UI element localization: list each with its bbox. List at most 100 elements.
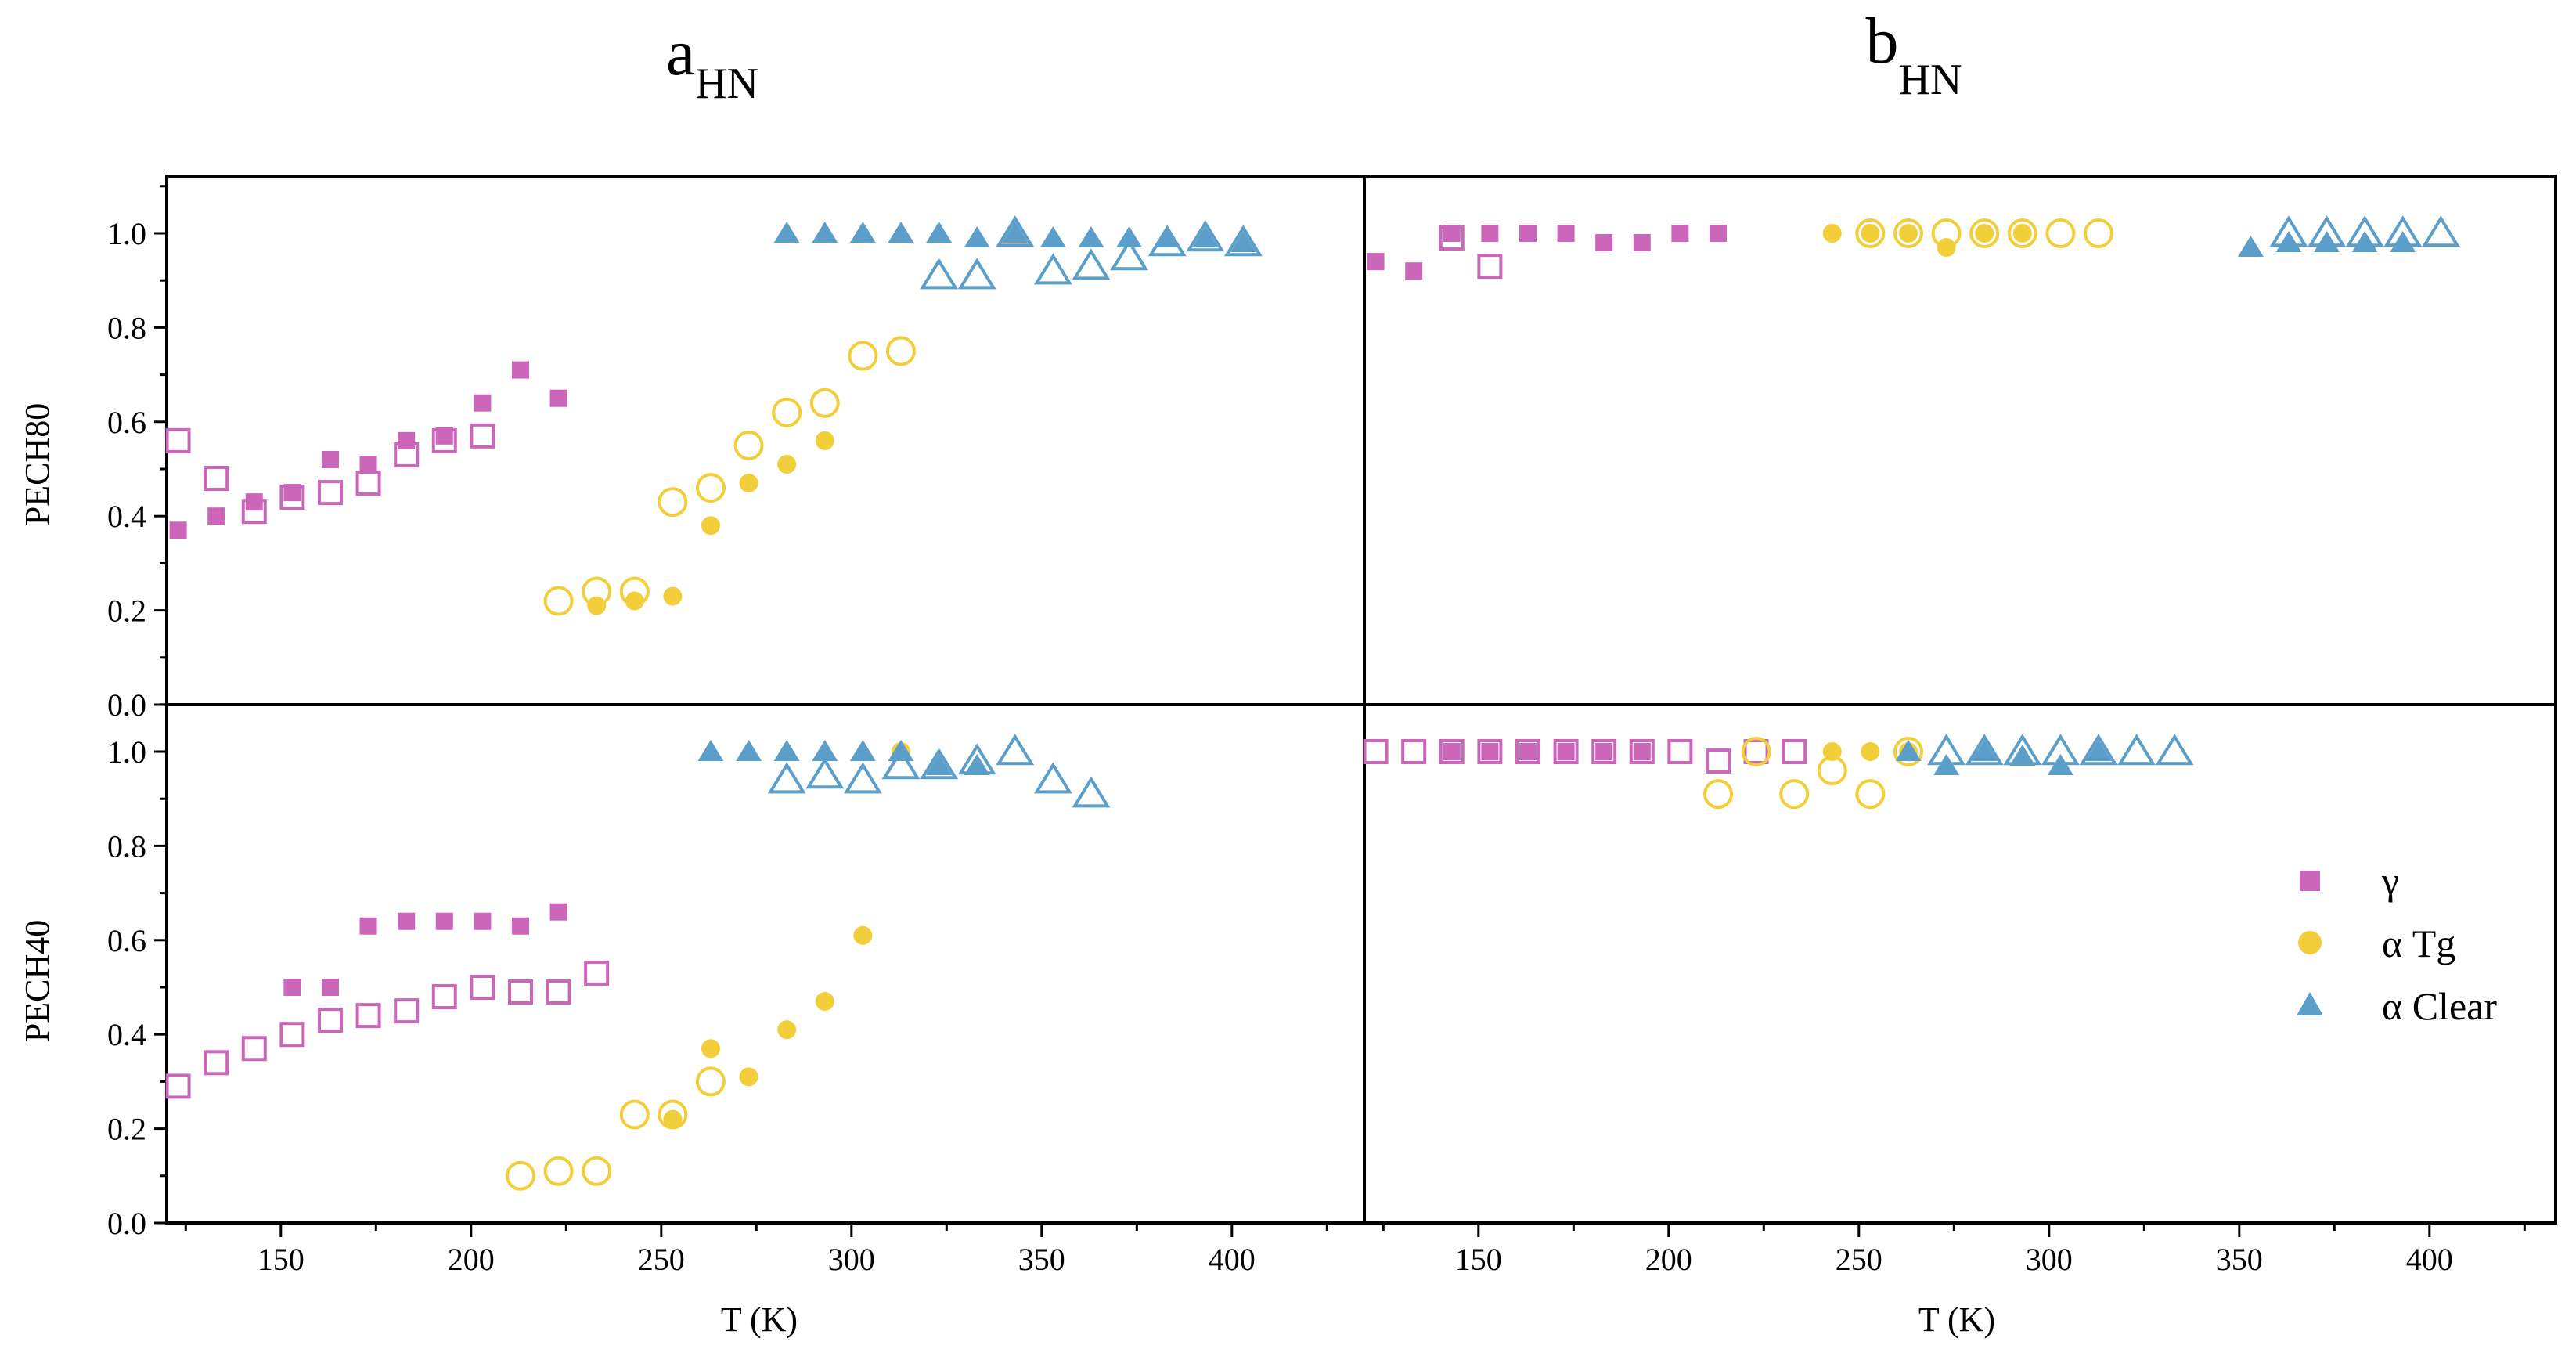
alphaTg-filled-point [701, 516, 720, 536]
gamma-filled-point [511, 361, 529, 379]
alphaTg-filled-point [853, 925, 873, 945]
gamma-filled-point [549, 389, 567, 407]
gamma-open-point [279, 1022, 305, 1048]
alphaTg-open-point [1702, 779, 1733, 810]
alphaClear-filled-point [1971, 740, 1998, 761]
alphaTg-filled-point [587, 596, 607, 615]
alphaClear-filled-point [2351, 231, 2378, 253]
gamma-filled-point [1595, 234, 1613, 252]
alphaClear-open-point [1033, 762, 1072, 794]
alphaTg-filled-point [815, 992, 834, 1012]
alphaClear-open-point [2421, 215, 2460, 247]
ylabel-top: PECH80 [18, 403, 56, 525]
alphaTg-filled-point [1898, 224, 1918, 243]
y-tick-label: 0.8 [107, 828, 146, 864]
alphaClear-filled-point [1154, 226, 1180, 248]
alphaTg-filled-point [663, 1109, 683, 1129]
alphaTg-filled-point [2012, 224, 2032, 243]
x-tick-label: 250 [1836, 1242, 1882, 1277]
alphaTg-open-point [1893, 218, 1923, 248]
alphaTg-open-point [543, 586, 574, 616]
gamma-open-point [204, 1050, 229, 1076]
gamma-open-point [355, 1003, 381, 1029]
alphaClear-filled-point [1192, 226, 1219, 248]
alphaClear-filled-point [697, 740, 724, 761]
gamma-filled-point [245, 493, 263, 511]
gamma-open-point [1553, 739, 1579, 764]
alphaClear-filled-point [1230, 231, 1256, 253]
gamma-filled-point [1709, 225, 1727, 242]
alphaTg-filled-point [739, 474, 758, 493]
gamma-open-point [1401, 739, 1427, 764]
gamma-open-point [1591, 739, 1617, 764]
alphaClear-filled-point [926, 222, 953, 243]
gamma-filled-point [1519, 743, 1537, 760]
alphaClear-filled-point [2275, 231, 2302, 253]
gamma-filled-point [1557, 743, 1575, 760]
gamma-filled-point [1633, 743, 1651, 760]
alphaClear-open-point [996, 215, 1035, 247]
gamma-open-point [1477, 739, 1503, 764]
alphaClear-filled-point [1933, 754, 1960, 776]
alphaClear-open-point [957, 258, 996, 290]
y-tick-label: 0.0 [107, 1206, 146, 1241]
alphaTg-filled-point [1861, 224, 1880, 243]
x-tick-label: 400 [2406, 1242, 2453, 1277]
alphaClear-filled-point [849, 740, 876, 761]
gamma-filled-point [207, 507, 225, 525]
gamma-open-point [241, 1036, 267, 1062]
alphaTg-open-point [619, 1099, 650, 1130]
alphaClear-open-point [1110, 239, 1149, 271]
gamma-open-point [431, 984, 457, 1010]
alphaTg-open-point [1893, 737, 1923, 766]
gamma-filled-point [1633, 234, 1651, 252]
alphaTg-filled-point [777, 1020, 797, 1040]
gamma-open-point [1782, 739, 1807, 764]
gamma-open-point [470, 423, 495, 449]
legend-alpha-clear-marker [2297, 992, 2323, 1015]
panel-frame-b_top [1363, 175, 2557, 706]
alphaTg-open-point [809, 388, 840, 418]
alphaClear-filled-point [812, 222, 838, 243]
gamma-filled-point [1443, 225, 1461, 242]
x-tick-label: 350 [1018, 1242, 1065, 1277]
gamma-open-point [1477, 254, 1503, 280]
gamma-filled-point [435, 427, 453, 445]
gamma-open-point [1667, 739, 1693, 764]
alphaClear-filled-point [2390, 231, 2416, 253]
x-tick-label: 150 [258, 1242, 304, 1277]
alphaClear-open-point [920, 748, 959, 780]
alphaClear-filled-point [1039, 226, 1066, 248]
alphaTg-open-point [1779, 779, 1810, 810]
alphaClear-filled-point [2314, 231, 2340, 253]
alphaClear-open-point [2079, 734, 2118, 766]
alphaClear-filled-point [773, 740, 800, 761]
y-tick-label: 0.4 [107, 499, 146, 534]
x-tick-label: 150 [1455, 1242, 1502, 1277]
alphaClear-filled-point [2009, 745, 2036, 766]
gamma-open-point [1705, 748, 1731, 774]
alphaTg-open-point [2083, 218, 2113, 248]
gamma-open-point [165, 1073, 191, 1099]
gamma-filled-point [435, 912, 453, 930]
alphaTg-filled-point [739, 1067, 758, 1087]
y-tick-label: 0.4 [107, 1017, 146, 1052]
alphaClear-filled-point [2085, 740, 2112, 761]
alphaTg-filled-point [1937, 238, 1956, 258]
gamma-open-point [584, 960, 610, 986]
alphaClear-filled-point [888, 222, 914, 243]
gamma-open-point [394, 998, 420, 1024]
gamma-open-point [507, 979, 533, 1005]
gamma-filled-point [1595, 743, 1613, 760]
alphaTg-open-point [1969, 218, 2000, 248]
alphaClear-filled-point [2047, 754, 2073, 776]
alphaClear-filled-point [926, 754, 953, 776]
panel-frame-b_bottom [1363, 703, 2557, 1225]
ylabel-bottom: PECH40 [18, 920, 56, 1042]
alphaTg-filled-point [777, 454, 797, 474]
x-tick-label: 350 [2216, 1242, 2263, 1277]
legend-alpha-tg-marker [2298, 931, 2322, 954]
alphaClear-filled-point [1895, 740, 1922, 761]
alphaClear-open-point [1965, 734, 2004, 766]
alphaTg-filled-point [1861, 742, 1880, 761]
